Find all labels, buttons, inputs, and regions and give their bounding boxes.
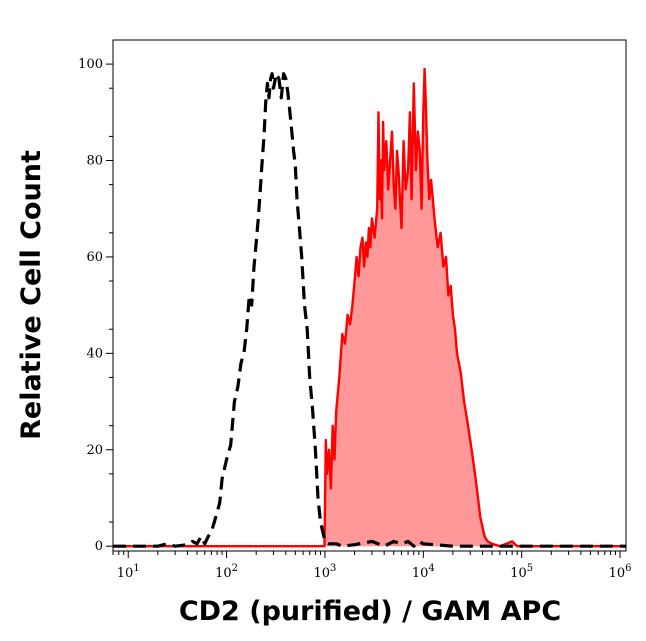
x-axis: 101 102 103 104 105 106	[112, 551, 632, 581]
y-tick-label: 80	[86, 154, 103, 169]
series-1-line	[113, 67, 626, 548]
x-tick-label: 101	[117, 563, 140, 581]
y-axis-title: Relative Cell Count	[16, 150, 47, 440]
y-tick-label: 0	[95, 539, 103, 554]
plot-frame	[112, 39, 627, 552]
x-tick-label: 106	[609, 563, 632, 581]
y-axis: 0 20 40 60 80 100	[78, 57, 113, 554]
x-axis-title: CD2 (purified) / GAM APC	[179, 596, 561, 627]
series-1-fill	[113, 68, 626, 547]
y-tick-label: 40	[86, 346, 103, 361]
series-layer	[113, 67, 626, 548]
y-tick-label: 20	[86, 443, 103, 458]
x-tick-label: 104	[412, 563, 435, 581]
x-tick-label: 105	[510, 563, 533, 581]
y-tick-label: 100	[78, 57, 103, 72]
series-0-line	[113, 72, 626, 548]
y-tick-label: 60	[86, 250, 103, 265]
x-tick-label: 103	[313, 563, 336, 581]
x-tick-label: 102	[215, 563, 238, 581]
